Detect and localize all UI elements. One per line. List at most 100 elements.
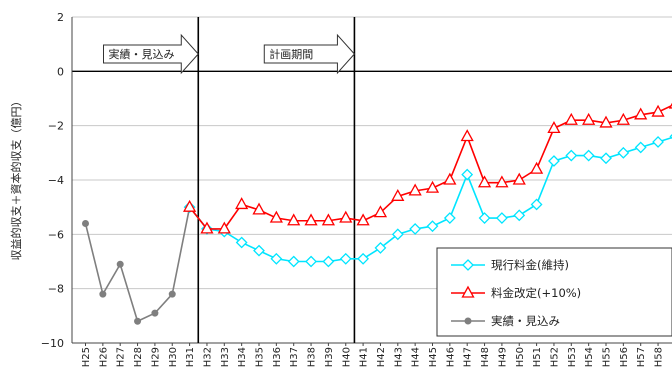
legend-label: 現行料金(維持) xyxy=(491,258,569,272)
data-point xyxy=(582,149,595,162)
x-tick-label: H31 xyxy=(185,347,196,367)
data-point xyxy=(478,212,491,224)
x-tick-label: H33 xyxy=(220,347,231,367)
x-tick-label: H26 xyxy=(98,347,109,367)
data-point xyxy=(599,115,613,128)
x-tick-label: H38 xyxy=(307,347,318,367)
data-point xyxy=(617,146,630,159)
data-point xyxy=(252,202,266,215)
x-tick-label: H53 xyxy=(567,347,578,367)
data-point xyxy=(374,241,387,254)
data-point xyxy=(512,172,526,185)
data-point xyxy=(305,255,317,268)
data-point xyxy=(409,222,422,235)
x-tick-label: H47 xyxy=(463,347,474,367)
x-tick-label: H57 xyxy=(636,347,647,367)
x-tick-label: H42 xyxy=(376,347,387,367)
x-tick-label: H36 xyxy=(272,347,283,367)
data-point xyxy=(651,104,665,117)
data-point xyxy=(253,244,265,257)
x-tick-label: H44 xyxy=(411,347,422,367)
x-tick-label: H52 xyxy=(549,347,560,367)
data-point xyxy=(339,252,352,265)
data-point xyxy=(270,252,283,265)
data-point xyxy=(616,112,630,125)
data-point xyxy=(461,285,475,298)
data-point xyxy=(168,290,176,298)
y-axis-label: 収益的収支＋資本的収支（億円） xyxy=(9,96,23,261)
legend: 現行料金(維持) 料金改定(+10%) 実績・見込み xyxy=(436,247,672,337)
x-tick-label: H28 xyxy=(133,347,144,367)
data-point xyxy=(460,129,474,142)
phase-arrow xyxy=(263,33,356,75)
axes: 2 0 −2 −4 −6 −8 −10 H25 H26 H27 H28 H29 H30 H31 H32 H33… xyxy=(41,11,672,367)
data-point xyxy=(464,317,472,325)
x-tick-label: H37 xyxy=(289,347,300,367)
data-point xyxy=(548,155,560,167)
data-point xyxy=(547,121,561,134)
data-point xyxy=(565,149,578,162)
data-point xyxy=(357,252,370,265)
data-point xyxy=(134,317,142,325)
y-tick-label: 0 xyxy=(57,65,64,78)
data-point xyxy=(668,102,672,109)
y-tick-label: −4 xyxy=(48,174,64,187)
data-point xyxy=(287,213,301,226)
data-point xyxy=(322,255,335,268)
data-point xyxy=(477,175,492,188)
data-point xyxy=(634,141,647,154)
x-tick-label: H55 xyxy=(602,347,613,367)
data-point xyxy=(99,290,107,298)
y-tick-label: 2 xyxy=(57,11,64,24)
series-line xyxy=(84,207,191,323)
data-point xyxy=(200,221,214,234)
legend-label: 料金改定(+10%) xyxy=(491,286,581,300)
legend-label: 実績・見込み xyxy=(491,314,560,328)
data-point xyxy=(582,112,596,125)
x-tick-label: H58 xyxy=(654,347,665,367)
x-tick-label: H49 xyxy=(497,347,508,367)
y-tick-label: −8 xyxy=(48,283,64,296)
data-point xyxy=(495,175,509,188)
data-point xyxy=(151,309,159,317)
x-tick-label: H56 xyxy=(619,347,630,367)
data-point xyxy=(495,212,508,224)
phase-label: 計画期間 xyxy=(269,47,313,61)
data-point xyxy=(462,259,474,271)
x-tick-label: H48 xyxy=(480,347,491,367)
x-tick-label: H54 xyxy=(584,347,595,367)
data-point xyxy=(373,205,388,218)
data-point xyxy=(426,220,439,233)
data-point xyxy=(513,209,526,222)
data-point xyxy=(443,172,457,185)
y-tick-label: −2 xyxy=(48,120,64,133)
x-tick-label: H32 xyxy=(202,347,213,367)
x-tick-label: H39 xyxy=(324,347,335,367)
data-point xyxy=(461,168,474,181)
x-tick-label: H43 xyxy=(393,347,404,367)
data-point xyxy=(408,183,422,196)
phase-label: 実績・見込み xyxy=(109,47,175,61)
data-point xyxy=(235,236,248,249)
data-point xyxy=(269,210,283,223)
x-tick-label: H41 xyxy=(359,347,370,367)
data-point xyxy=(425,180,440,193)
data-point xyxy=(391,188,405,201)
data-point xyxy=(287,255,300,268)
x-tick-label: H50 xyxy=(515,347,526,367)
x-tick-label: H34 xyxy=(237,347,248,367)
x-tick-label: H25 xyxy=(81,347,92,367)
x-tick-label: H59 xyxy=(671,347,672,367)
data-point xyxy=(443,212,456,224)
x-tick-label: H40 xyxy=(341,347,352,367)
data-point xyxy=(217,221,231,234)
data-point xyxy=(82,219,89,227)
x-tick-label: H51 xyxy=(532,347,543,367)
x-tick-label: H35 xyxy=(255,347,266,367)
y-tick-label: −10 xyxy=(41,337,64,350)
data-point xyxy=(530,161,544,174)
data-point xyxy=(321,213,335,226)
data-point xyxy=(391,228,404,241)
phase-arrow xyxy=(103,33,199,75)
